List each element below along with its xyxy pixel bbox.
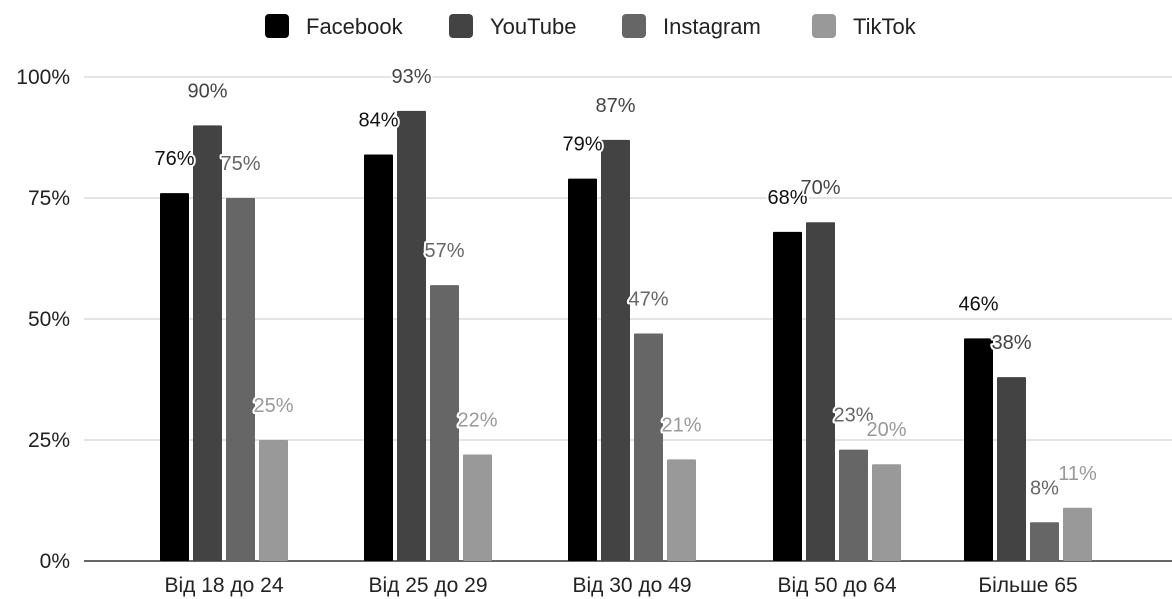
data-label-facebook: 84%: [358, 109, 398, 131]
y-axis-ticks: 0% 25% 50% 75% 100%: [16, 66, 70, 573]
x-tick-label: Більше 65: [978, 574, 1077, 597]
x-axis-ticks: Від 18 до 24 Від 25 до 29 Від 30 до 49 Від …: [164, 574, 1077, 597]
data-label-youtube: 93%: [391, 66, 431, 88]
data-label-tiktok: 25%: [253, 395, 293, 417]
data-label-tiktok: 11%: [1058, 463, 1097, 485]
bar-facebook-4: [773, 231, 802, 561]
legend-swatch-tiktok: [812, 14, 836, 38]
bar-instagram-5: [1030, 522, 1059, 561]
data-label-instagram: 23%: [833, 405, 873, 427]
bar-instagram-4: [839, 449, 868, 561]
legend: Facebook YouTube Instagram TikTok: [265, 14, 917, 39]
x-tick-label: Від 25 до 29: [368, 574, 487, 597]
bar-tiktok-4: [872, 464, 901, 561]
bar-youtube-2: [397, 110, 426, 561]
bar-facebook-1: [160, 193, 189, 561]
legend-swatch-instagram: [622, 14, 646, 38]
data-label-youtube: 90%: [187, 80, 227, 102]
data-label-instagram: 8%: [1030, 477, 1059, 499]
data-label-instagram: 75%: [220, 153, 260, 175]
data-label-facebook: 76%: [154, 148, 194, 170]
legend-swatch-youtube: [449, 14, 473, 38]
data-label-youtube: 87%: [595, 95, 635, 117]
bar-facebook-5: [964, 338, 993, 561]
data-labels: 76% 90% 75% 25% 84% 93% 57% 22% 79% 87% 47% 21% 68%7…: [152, 64, 1099, 501]
data-label-youtube: 70%: [800, 177, 840, 199]
bar-tiktok-1: [259, 440, 288, 561]
data-label-facebook: 46%: [958, 293, 998, 315]
bar-instagram-3: [634, 333, 663, 561]
data-label-tiktok: 20%: [866, 419, 906, 441]
bar-tiktok-2: [463, 454, 492, 561]
bar-tiktok-5: [1063, 507, 1092, 561]
x-tick-label: Від 18 до 24: [164, 574, 283, 597]
bar-facebook-2: [364, 154, 393, 561]
y-tick-label: 75%: [28, 187, 70, 210]
bar-youtube-1: [193, 125, 222, 562]
bar-instagram-2: [430, 285, 459, 561]
legend-label-tiktok: TikTok: [853, 14, 917, 39]
legend-label-instagram: Instagram: [663, 14, 761, 39]
x-tick-label: Від 30 до 49: [572, 574, 691, 597]
data-label-tiktok: 21%: [661, 414, 701, 436]
data-label-tiktok: 22%: [457, 410, 497, 432]
legend-label-facebook: Facebook: [306, 14, 404, 39]
bar-tiktok-3: [667, 459, 696, 561]
data-label-instagram: 47%: [628, 289, 668, 311]
bar-facebook-3: [568, 178, 597, 561]
legend-swatch-facebook: [265, 14, 289, 38]
y-tick-label: 0%: [40, 550, 70, 573]
y-tick-label: 50%: [28, 308, 70, 331]
bar-youtube-4: [806, 222, 835, 561]
data-label-youtube: 38%: [991, 332, 1031, 354]
x-tick-label: Від 50 до 64: [777, 574, 896, 597]
bar-instagram-1: [226, 198, 255, 561]
bars: [160, 110, 1092, 562]
bar-youtube-5: [997, 377, 1026, 561]
y-tick-label: 25%: [28, 429, 70, 452]
y-tick-label: 100%: [16, 66, 70, 89]
bar-youtube-3: [601, 139, 630, 562]
data-label-facebook: 68%: [767, 187, 807, 209]
data-label-instagram: 57%: [424, 240, 464, 262]
legend-label-youtube: YouTube: [490, 14, 576, 39]
data-label-facebook: 79%: [562, 134, 602, 156]
